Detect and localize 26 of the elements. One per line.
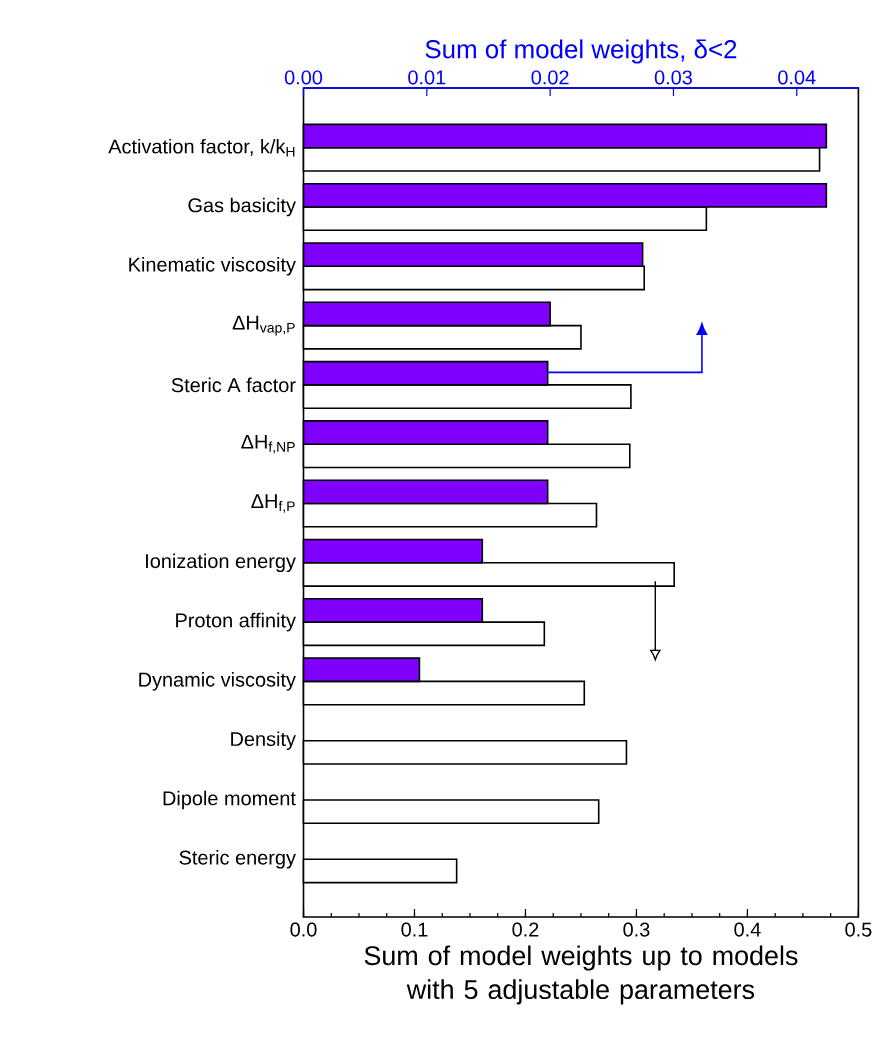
y-tick-label: ΔH$_{f,P}$ [251, 494, 295, 513]
x2-tick-label: 0.00 [284, 70, 323, 85]
x-tick-label: 0.4 [734, 922, 761, 937]
x-tick-label: 0.5 [845, 922, 872, 937]
y-tick-label: Density [231, 731, 296, 750]
y-tick-label: Kinematic viscosity [129, 257, 296, 276]
x-tick-label: 0.0 [290, 922, 317, 937]
x-tick-label: 0.3 [623, 922, 650, 937]
x2-axis-title: Sum of model weights, δ<2 [425, 39, 737, 64]
y-tick-label: ΔH$_{f,NP}$ [241, 434, 295, 454]
y-tick-label: Ionization energy [146, 553, 296, 573]
y-tick-label: Dynamic viscosity [139, 672, 296, 691]
y-tick-label: Steric A factor [171, 377, 296, 393]
x2-tick-label: 0.01 [408, 70, 446, 85]
x-tick-label: 0.2 [512, 922, 539, 937]
x2-tick-label: 0.04 [778, 70, 816, 85]
y-tick-label: ΔH$_{vap,P}$ [232, 315, 295, 336]
x2-tick-label: 0.03 [654, 70, 692, 85]
y-tick-label: Steric energy [179, 850, 296, 869]
y-tick-label: Dipole moment [163, 790, 296, 810]
y-tick-label: Gas basicity [188, 197, 296, 217]
x-axis-title: Sum of model weights up to models with 5 adjustable parameters [364, 945, 798, 1005]
x2-tick-label: 0.02 [531, 70, 569, 85]
y-tick-label: Proton affinity [176, 612, 296, 632]
x-tick-label: 0.1 [401, 922, 428, 937]
y-tick-label: Activation factor, k/k$_{H}$ [108, 138, 295, 157]
